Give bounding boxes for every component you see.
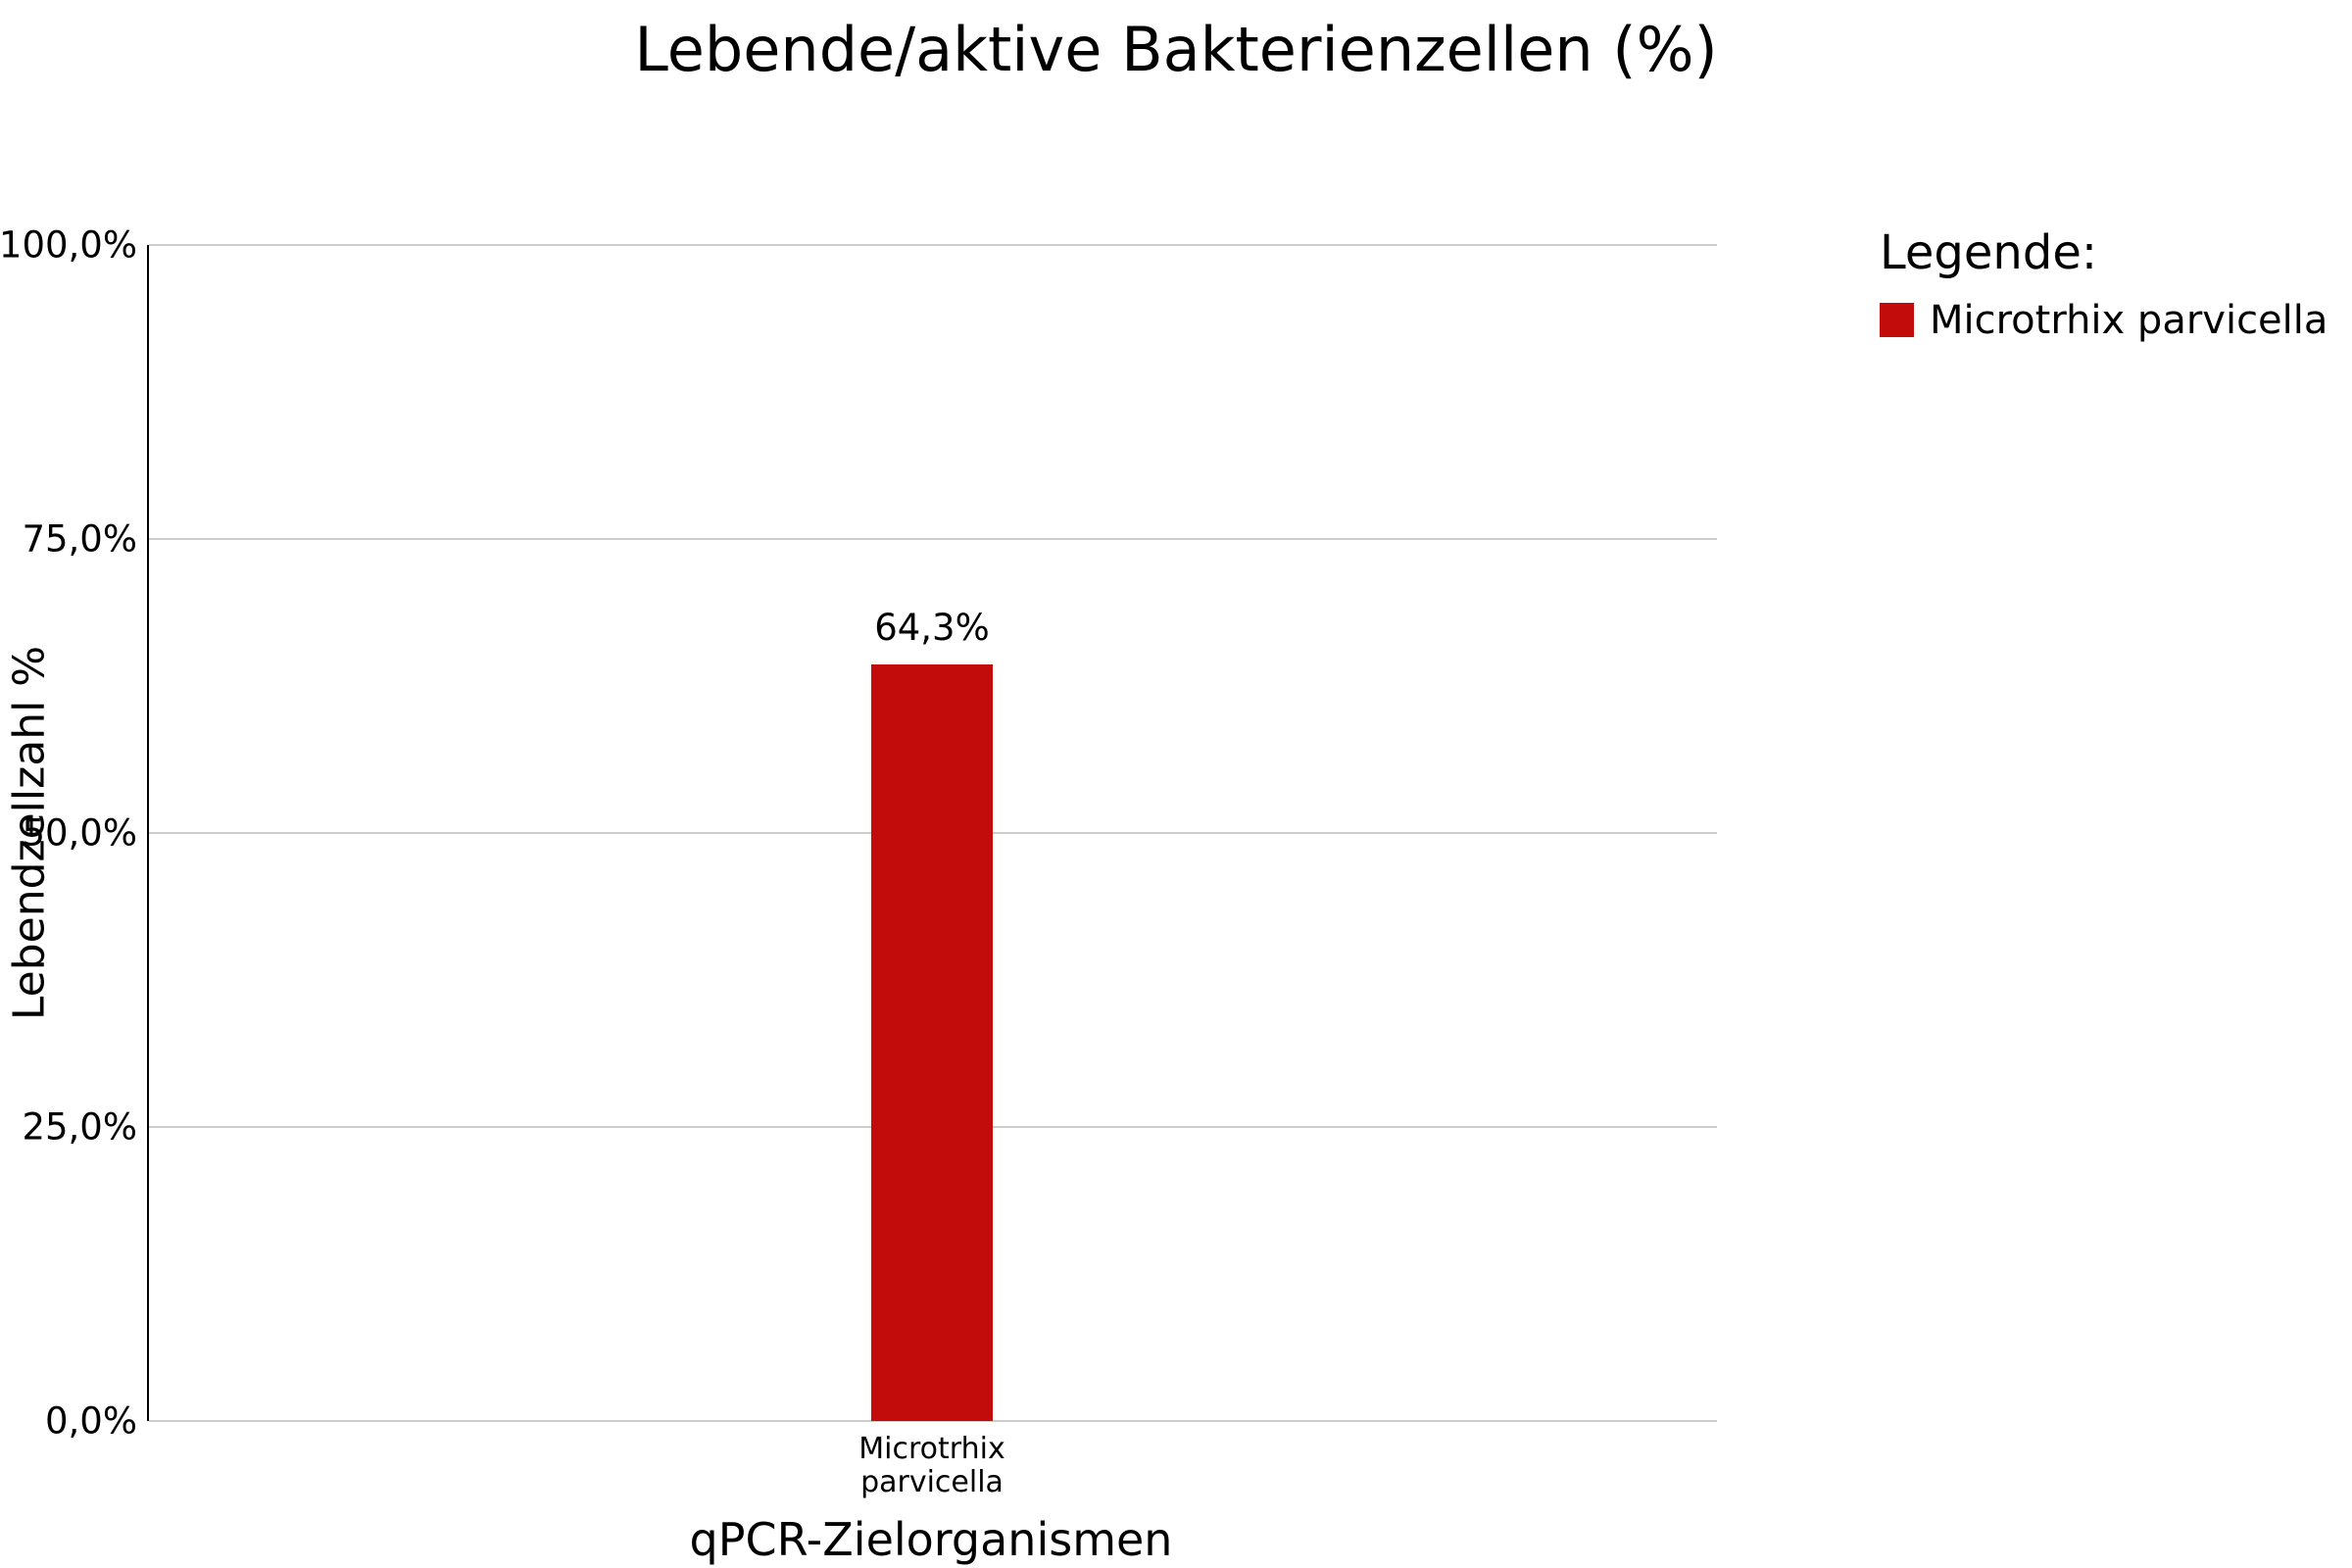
- bar-value-label: 64,3%: [874, 607, 990, 650]
- y-tick-label: 0,0%: [45, 1399, 137, 1443]
- y-tick-label: 25,0%: [22, 1105, 137, 1149]
- chart-title: Lebende/aktive Bakterienzellen (%): [634, 14, 1718, 85]
- legend-item-label: Microtrhix parvicella: [1930, 297, 2328, 343]
- gridline: [149, 1420, 1717, 1422]
- gridline: [149, 244, 1717, 246]
- x-tick-line-1: Microtrhix: [858, 1432, 1005, 1466]
- legend-swatch: [1880, 303, 1914, 338]
- legend: Legende: Microtrhix parvicella: [1880, 225, 2328, 343]
- x-tick-label: Microtrhix parvicella: [773, 1433, 1091, 1499]
- x-axis-label: qPCR-Zielorganismen: [689, 1513, 1173, 1566]
- y-tick-label: 50,0%: [22, 811, 137, 855]
- plot-area: 64,3% Microtrhix parvicella 100,0% 75,0% 5…: [0, 224, 1717, 1499]
- gridline: [149, 538, 1717, 540]
- y-tick-label: 75,0%: [22, 517, 137, 561]
- bar-group: 64,3%: [871, 607, 993, 1421]
- legend-item: Microtrhix parvicella: [1880, 298, 2328, 343]
- x-tick-line-2: parvicella: [860, 1465, 1004, 1499]
- y-tick-label: 100,0%: [0, 223, 137, 267]
- legend-title: Legende:: [1880, 225, 2098, 280]
- bar: [871, 664, 993, 1421]
